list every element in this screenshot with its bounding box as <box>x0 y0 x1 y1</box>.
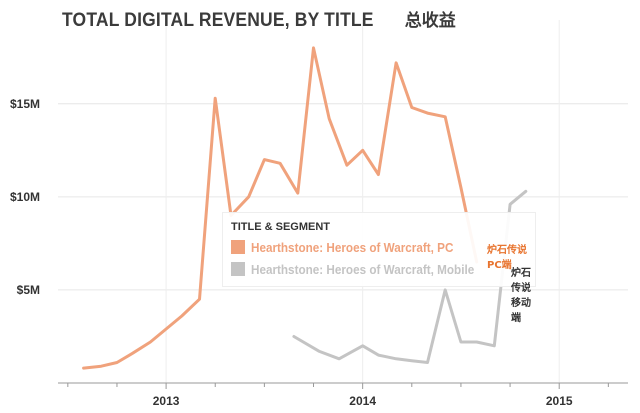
x-tick-label: 2013 <box>153 394 180 408</box>
legend-title: TITLE & SEGMENT <box>231 221 330 233</box>
y-tick-label: $5M <box>17 283 40 297</box>
chart-title-cn: 总收益 <box>404 11 456 31</box>
legend-label-mobile-cn: 炉石传说移动端 <box>511 268 531 324</box>
legend-label-mobile: Hearthstone: Heroes of Warcraft, Mobile <box>251 261 475 277</box>
legend-swatch-pc <box>231 240 245 254</box>
y-tick-label: $15M <box>10 97 40 111</box>
legend-label-pc: Hearthstone: Heroes of Warcraft, PC <box>251 239 454 255</box>
series-line-pc[interactable] <box>82 46 479 370</box>
axes <box>58 382 628 389</box>
chart-title-block: TOTAL DIGITAL REVENUE, BY TITLE 总收益 <box>62 6 456 32</box>
legend: TITLE & SEGMENT Hearthstone: Heroes of W… <box>222 212 536 324</box>
legend-label-pc-cn: 炉石传说PC端 <box>487 245 527 271</box>
legend-item-pc[interactable]: Hearthstone: Heroes of Warcraft, PC <box>231 238 476 256</box>
grid-lines <box>58 20 628 383</box>
chart-title: TOTAL DIGITAL REVENUE, BY TITLE <box>62 10 374 31</box>
legend-swatch-mobile <box>231 262 245 276</box>
y-tick-label: $10M <box>10 190 40 204</box>
legend-item-mobile[interactable]: Hearthstone: Heroes of Warcraft, Mobile <box>231 260 499 278</box>
series-line-mobile[interactable] <box>292 189 528 364</box>
x-tick-label: 2014 <box>349 394 376 408</box>
series-lines <box>82 46 528 370</box>
x-tick-label: 2015 <box>546 394 573 408</box>
tick-labels: $5M $10M $15M 2013 2014 2015 <box>10 97 573 408</box>
